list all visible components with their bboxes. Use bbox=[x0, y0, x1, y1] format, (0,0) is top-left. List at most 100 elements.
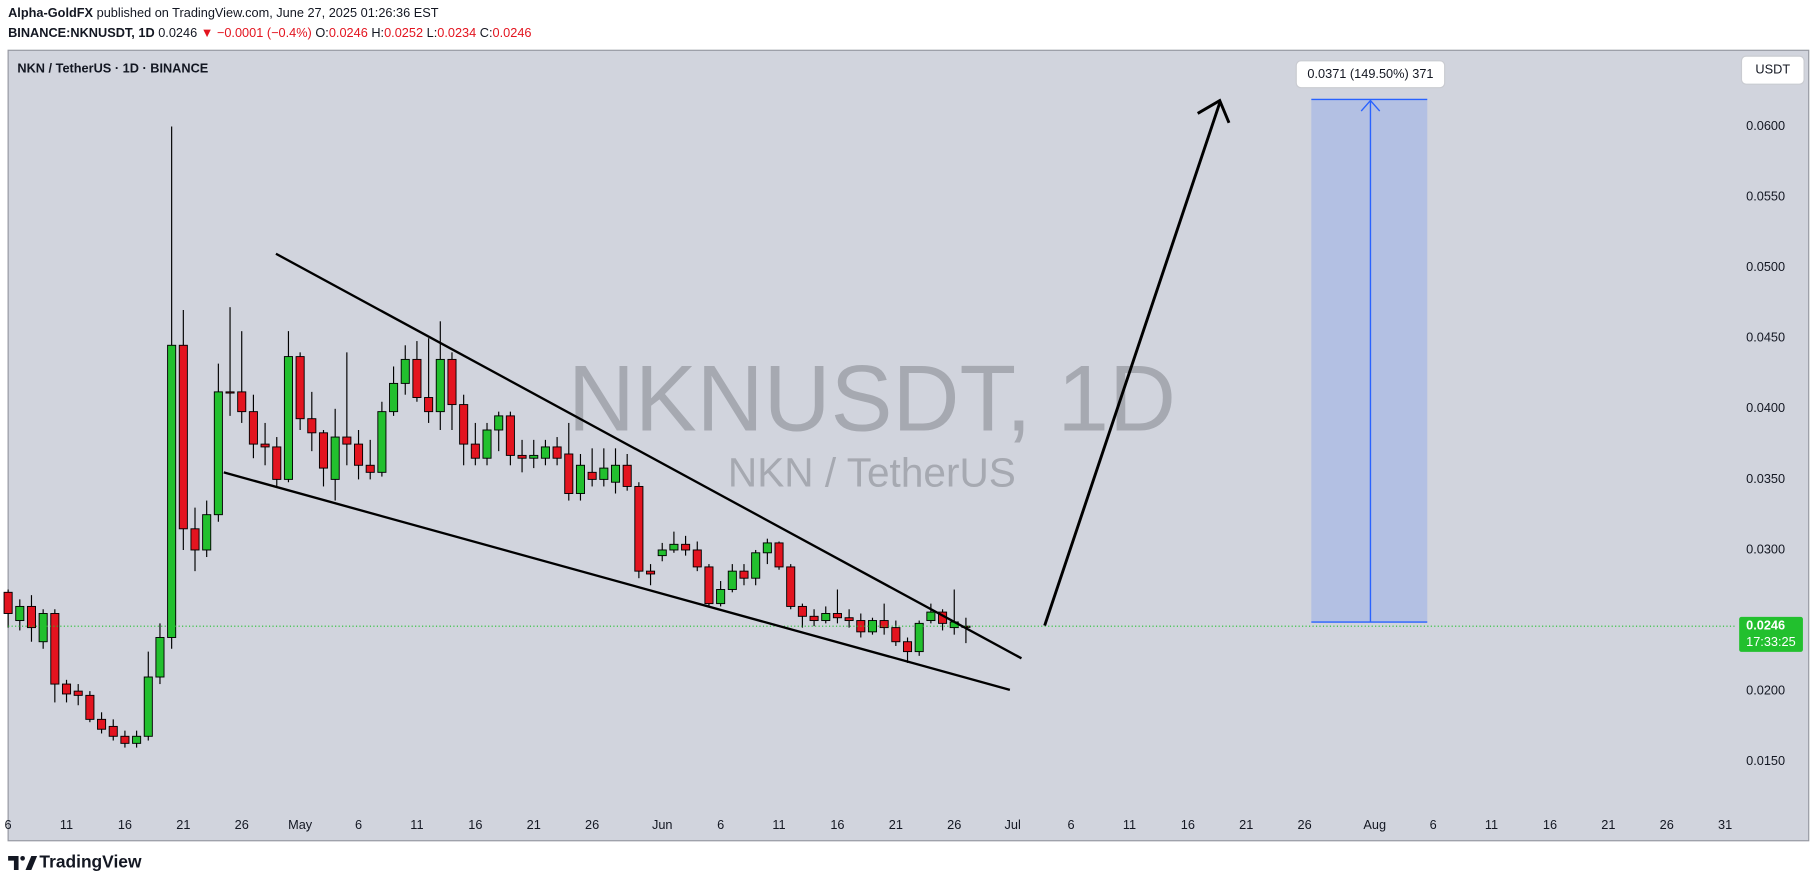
candle-body bbox=[599, 467, 609, 480]
candle-body bbox=[482, 429, 492, 459]
y-tick-label: 0.0350 bbox=[1746, 471, 1785, 486]
x-tick-label: 21 bbox=[1239, 817, 1253, 832]
x-tick-label: 21 bbox=[889, 817, 903, 832]
candle-body bbox=[389, 382, 399, 413]
candle-body bbox=[494, 415, 504, 431]
candle-body bbox=[505, 415, 515, 456]
last: 0.0246 bbox=[158, 25, 197, 40]
x-tick-label: 21 bbox=[527, 817, 541, 832]
x-tick-label: 6 bbox=[355, 817, 362, 832]
x-tick-label: 31 bbox=[1718, 817, 1732, 832]
candle-body bbox=[132, 735, 142, 744]
candle-body bbox=[248, 411, 258, 445]
brand-logo bbox=[8, 855, 38, 870]
candle-body bbox=[681, 543, 691, 551]
symbol-line: BINANCE:NKNUSDT, 1D 0.0246 ▼ −0.0001 (−0… bbox=[8, 25, 531, 40]
ohlc-value: 0.0246 bbox=[329, 25, 368, 40]
candle-body bbox=[529, 454, 539, 459]
logo-icon bbox=[25, 855, 38, 870]
x-tick-label: 21 bbox=[176, 817, 190, 832]
candle-body bbox=[237, 391, 247, 413]
candle-body bbox=[564, 453, 574, 494]
candle-body bbox=[354, 443, 364, 466]
arrow-head bbox=[1196, 98, 1231, 124]
candle-body bbox=[178, 344, 188, 530]
candle-body bbox=[120, 735, 130, 744]
x-tick-label: Jun bbox=[652, 817, 673, 832]
candle-body bbox=[15, 605, 25, 622]
x-tick-label: 16 bbox=[1181, 817, 1195, 832]
x-tick-label: 26 bbox=[1660, 817, 1674, 832]
candle-body bbox=[190, 528, 200, 551]
candle-body bbox=[786, 566, 796, 607]
candle-body bbox=[470, 443, 480, 459]
candle-body bbox=[108, 725, 118, 737]
candle-body bbox=[669, 543, 679, 551]
ohlc-key: C: bbox=[480, 25, 493, 40]
candle-body bbox=[914, 622, 924, 653]
candle-body bbox=[517, 454, 527, 459]
countdown: 17:33:25 bbox=[1746, 634, 1796, 649]
ohlc-key: H: bbox=[371, 25, 384, 40]
candle-body bbox=[879, 620, 889, 629]
candles bbox=[3, 126, 1737, 748]
candle-body bbox=[400, 358, 410, 384]
chart-title: NKN / TetherUS · 1D · BINANCE bbox=[17, 60, 208, 75]
x-tick-label: 16 bbox=[118, 817, 132, 832]
candle-body bbox=[26, 605, 36, 629]
candle-body bbox=[634, 485, 644, 572]
trend-line bbox=[223, 471, 1011, 692]
logo-icon bbox=[20, 855, 25, 861]
candle-body bbox=[891, 627, 901, 643]
candle-body bbox=[167, 344, 177, 638]
measure-label: 0.0371 (149.50%) 371 bbox=[1307, 66, 1433, 81]
x-tick-label: 26 bbox=[585, 817, 599, 832]
candle-body bbox=[622, 464, 632, 487]
y-tick-label: 0.0550 bbox=[1746, 188, 1785, 203]
candle-body bbox=[330, 436, 340, 480]
plot-area bbox=[7, 49, 1810, 842]
publisher: Alpha-GoldFX bbox=[8, 5, 93, 20]
candle-body bbox=[97, 718, 107, 730]
candle-body bbox=[540, 446, 550, 459]
candle-body bbox=[318, 432, 329, 469]
candle-body bbox=[809, 615, 819, 622]
x-tick-label: 11 bbox=[772, 817, 785, 832]
measure-arrow-head bbox=[1360, 99, 1381, 112]
x-tick-label: 16 bbox=[830, 817, 844, 832]
ohlc-value: 0.0246 bbox=[493, 25, 532, 40]
x-tick-label: 6 bbox=[5, 817, 12, 832]
candle-body bbox=[260, 443, 270, 448]
candle-body bbox=[50, 613, 60, 685]
y-tick-label: 0.0300 bbox=[1746, 541, 1785, 556]
candle-body bbox=[202, 514, 212, 551]
y-tick-label: 0.0200 bbox=[1746, 682, 1785, 697]
x-tick-label: Aug bbox=[1363, 817, 1386, 832]
candle-body bbox=[412, 358, 422, 398]
candle-body bbox=[762, 542, 772, 554]
y-tick-label: 0.0400 bbox=[1746, 400, 1785, 415]
x-tick-label: 16 bbox=[468, 817, 482, 832]
last-price-tag bbox=[1739, 616, 1803, 652]
candle-body bbox=[727, 570, 737, 590]
measure-label-box bbox=[1295, 60, 1446, 89]
candle-body bbox=[926, 611, 936, 622]
candle-body bbox=[575, 464, 585, 494]
x-tick-label: 11 bbox=[1123, 817, 1136, 832]
candle-body bbox=[342, 436, 352, 445]
x-tick-label: 11 bbox=[1485, 817, 1498, 832]
candle-body bbox=[797, 605, 807, 617]
ohlc-value: 0.0234 bbox=[437, 25, 476, 40]
candle-body bbox=[225, 391, 235, 394]
currency-button[interactable] bbox=[1740, 55, 1805, 85]
x-tick-label: 6 bbox=[1430, 817, 1437, 832]
published: published on TradingView.com, June 27, 2… bbox=[97, 5, 439, 20]
candle-body bbox=[739, 570, 749, 579]
candle-body bbox=[143, 676, 153, 737]
header-line: Alpha-GoldFX published on TradingView.co… bbox=[8, 5, 439, 20]
last-price-label: 0.0246 bbox=[1746, 618, 1785, 633]
currency: USDT bbox=[1755, 61, 1790, 76]
candle-body bbox=[657, 549, 667, 557]
